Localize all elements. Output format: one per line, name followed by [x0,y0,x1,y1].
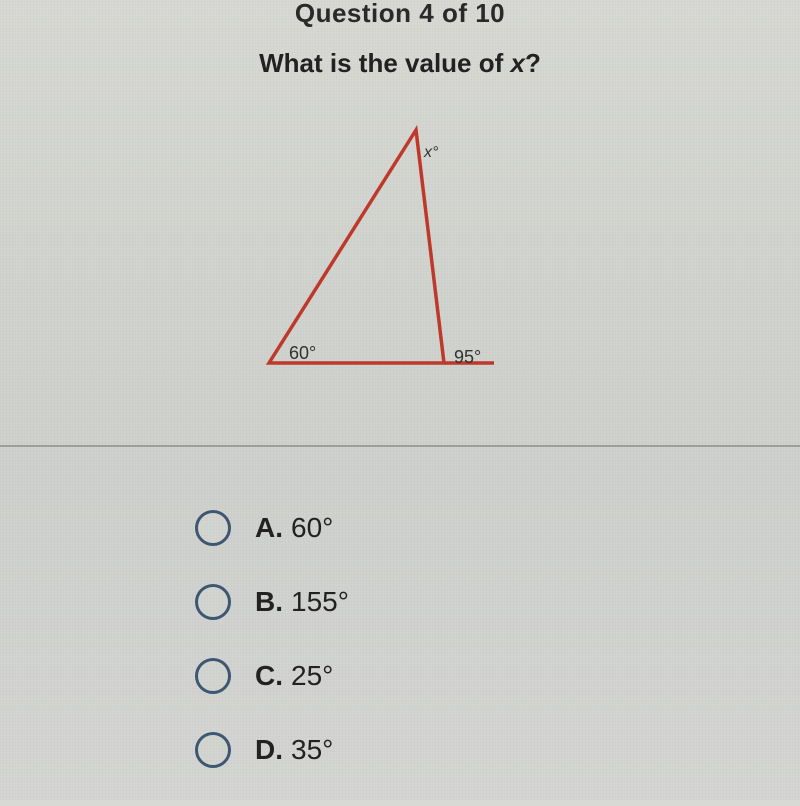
radio-icon[interactable] [195,510,231,546]
svg-text:x°: x° [423,144,439,161]
answer-value: 25° [291,660,333,692]
divider-line [0,445,800,447]
radio-icon[interactable] [195,658,231,694]
question-prompt: What is the value of x? [0,48,800,79]
answer-option-a[interactable]: A. 60° [195,510,349,546]
answer-value: 60° [291,512,333,544]
triangle-svg: x° 60° 95° [244,115,504,375]
question-number: Question 4 of 10 [0,0,800,29]
triangle-figure: x° 60° 95° [244,115,504,375]
answer-letter: C. [255,660,283,692]
answer-option-d[interactable]: D. 35° [195,732,349,768]
radio-icon[interactable] [195,584,231,620]
answer-list: A. 60° B. 155° C. 25° D. 35° [195,510,349,806]
answer-letter: D. [255,734,283,766]
svg-text:60°: 60° [289,343,316,363]
radio-icon[interactable] [195,732,231,768]
svg-text:95°: 95° [454,347,481,367]
answer-option-b[interactable]: B. 155° [195,584,349,620]
answer-value: 35° [291,734,333,766]
prompt-pre: What is the value of [259,48,510,78]
answer-value: 155° [291,586,349,618]
prompt-var: x [511,48,525,78]
answer-option-c[interactable]: C. 25° [195,658,349,694]
answer-letter: B. [255,586,283,618]
answer-letter: A. [255,512,283,544]
quiz-container: Question 4 of 10 What is the value of x?… [0,0,800,800]
prompt-post: ? [525,48,541,78]
